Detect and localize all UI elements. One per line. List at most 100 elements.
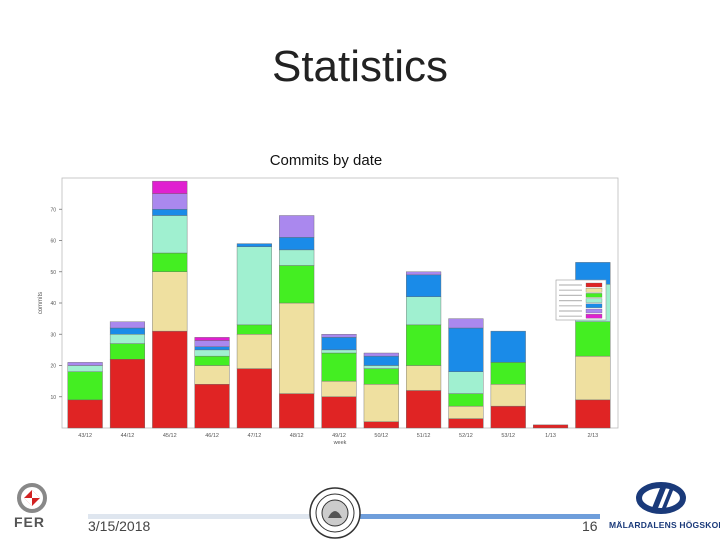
bar-segment [194, 384, 230, 429]
x-tick-label: 45/12 [163, 433, 177, 439]
legend-swatch [585, 303, 603, 308]
bar-segment [109, 334, 146, 344]
bar-segment [194, 340, 230, 347]
x-tick-label: 50/12 [374, 433, 388, 439]
x-tick-label: 43/12 [78, 433, 92, 439]
bar-segment [448, 418, 484, 429]
bar-segment [448, 371, 484, 394]
bar-segment [279, 215, 315, 238]
footer-date: 3/15/2018 [88, 518, 151, 534]
x-tick-label: 2/13 [587, 433, 598, 439]
y-axis-label: commits [38, 292, 44, 314]
legend-swatch [585, 282, 603, 288]
bar-segment [152, 330, 188, 429]
x-tick-label: 53/12 [501, 433, 515, 439]
y-tick-label: 60 [50, 239, 56, 245]
bar-segment [152, 193, 188, 210]
bar-segment [67, 362, 103, 366]
bar-segment [236, 246, 272, 326]
x-tick-label: 44/12 [121, 433, 135, 439]
x-tick-label: 52/12 [459, 433, 473, 439]
bar-segment [321, 334, 357, 338]
legend-swatch [585, 293, 603, 298]
bar-segment [152, 209, 188, 216]
y-tick-label: 30 [50, 332, 56, 338]
bar-segment [194, 365, 230, 385]
x-tick-label: 1/13 [545, 433, 556, 439]
bar-segment [236, 324, 272, 335]
bar-segment [406, 274, 442, 297]
bar-segment [236, 368, 272, 429]
mdh-logo-icon [636, 482, 686, 514]
bar-segment [152, 215, 188, 254]
x-tick-label: 49/12 [332, 433, 346, 439]
bar-segment [575, 321, 611, 357]
y-tick-label: 50 [50, 270, 56, 276]
x-tick-label: 48/12 [290, 433, 304, 439]
page-number: 16 [582, 518, 598, 534]
bar-segment [406, 296, 442, 326]
bar-segment [194, 349, 230, 357]
x-tick-label: 51/12 [417, 433, 431, 439]
bar-segment [575, 399, 611, 429]
chart-title: Commits by date [269, 152, 383, 169]
bar-segment [363, 355, 399, 366]
bar-segment [152, 252, 188, 272]
bar-segment [406, 324, 442, 366]
chart-canvas: 10 20 30 40 50 60 70 commits 43/12 44/12 45/12 46/1… [38, 177, 619, 446]
bar-segment [448, 405, 484, 419]
chart: 10 20 30 40 50 60 70 commits 43/12 44/12 45/12 46/1… [30, 148, 622, 458]
bar-segment [406, 365, 442, 391]
x-axis-label: week [333, 440, 347, 446]
legend-swatch [585, 298, 603, 303]
bar-segment [109, 343, 146, 360]
footer-bar [88, 514, 600, 519]
bar-segment [406, 271, 442, 276]
bar-segment [67, 365, 103, 372]
fer-logo-icon [17, 483, 47, 513]
bar-segment [532, 424, 569, 429]
bar-segment [490, 384, 526, 407]
bar-segment [109, 321, 146, 329]
bar-segment [321, 352, 357, 382]
bar-segment [490, 362, 526, 385]
bar-segment [194, 346, 230, 351]
bar-segment [279, 249, 315, 266]
bar-segment [363, 384, 399, 422]
bar-segment [109, 359, 146, 429]
bar-segment [194, 337, 230, 341]
bar-segment [279, 237, 315, 251]
bar-segment [575, 355, 611, 401]
bar-segment [279, 393, 315, 429]
bar-segment [236, 243, 272, 247]
y-tick-label: 70 [50, 207, 56, 213]
bar-segment [194, 355, 230, 366]
bar-segment [321, 337, 357, 351]
bar-segment [279, 265, 315, 304]
bar-segment [109, 327, 146, 335]
university-seal-icon [309, 487, 361, 539]
bar-segment [448, 318, 484, 329]
bar-segment [448, 393, 484, 407]
bar-segment [363, 365, 399, 369]
bar-segment [363, 368, 399, 385]
y-tick-label: 40 [50, 301, 56, 307]
legend-swatch [585, 314, 603, 319]
bar-segment [236, 334, 272, 369]
bar-segment [490, 330, 526, 363]
bar-segment [67, 371, 103, 401]
x-tick-label: 46/12 [205, 433, 219, 439]
bar-segment [490, 405, 526, 429]
bar-segment [152, 180, 188, 194]
mdh-logo-text: MÄLARDALENS HÖGSKOLA [609, 520, 720, 530]
bar-segment [448, 327, 484, 372]
bar-segment [279, 302, 315, 394]
bar-segment [67, 399, 103, 429]
bar-segment [321, 396, 357, 429]
bar-segment [321, 349, 357, 354]
bar-segment [321, 380, 357, 397]
legend-swatch [585, 288, 603, 293]
fer-logo-text: FER [14, 514, 45, 530]
bar-segment [152, 271, 188, 332]
x-tick-label: 47/12 [248, 433, 262, 439]
